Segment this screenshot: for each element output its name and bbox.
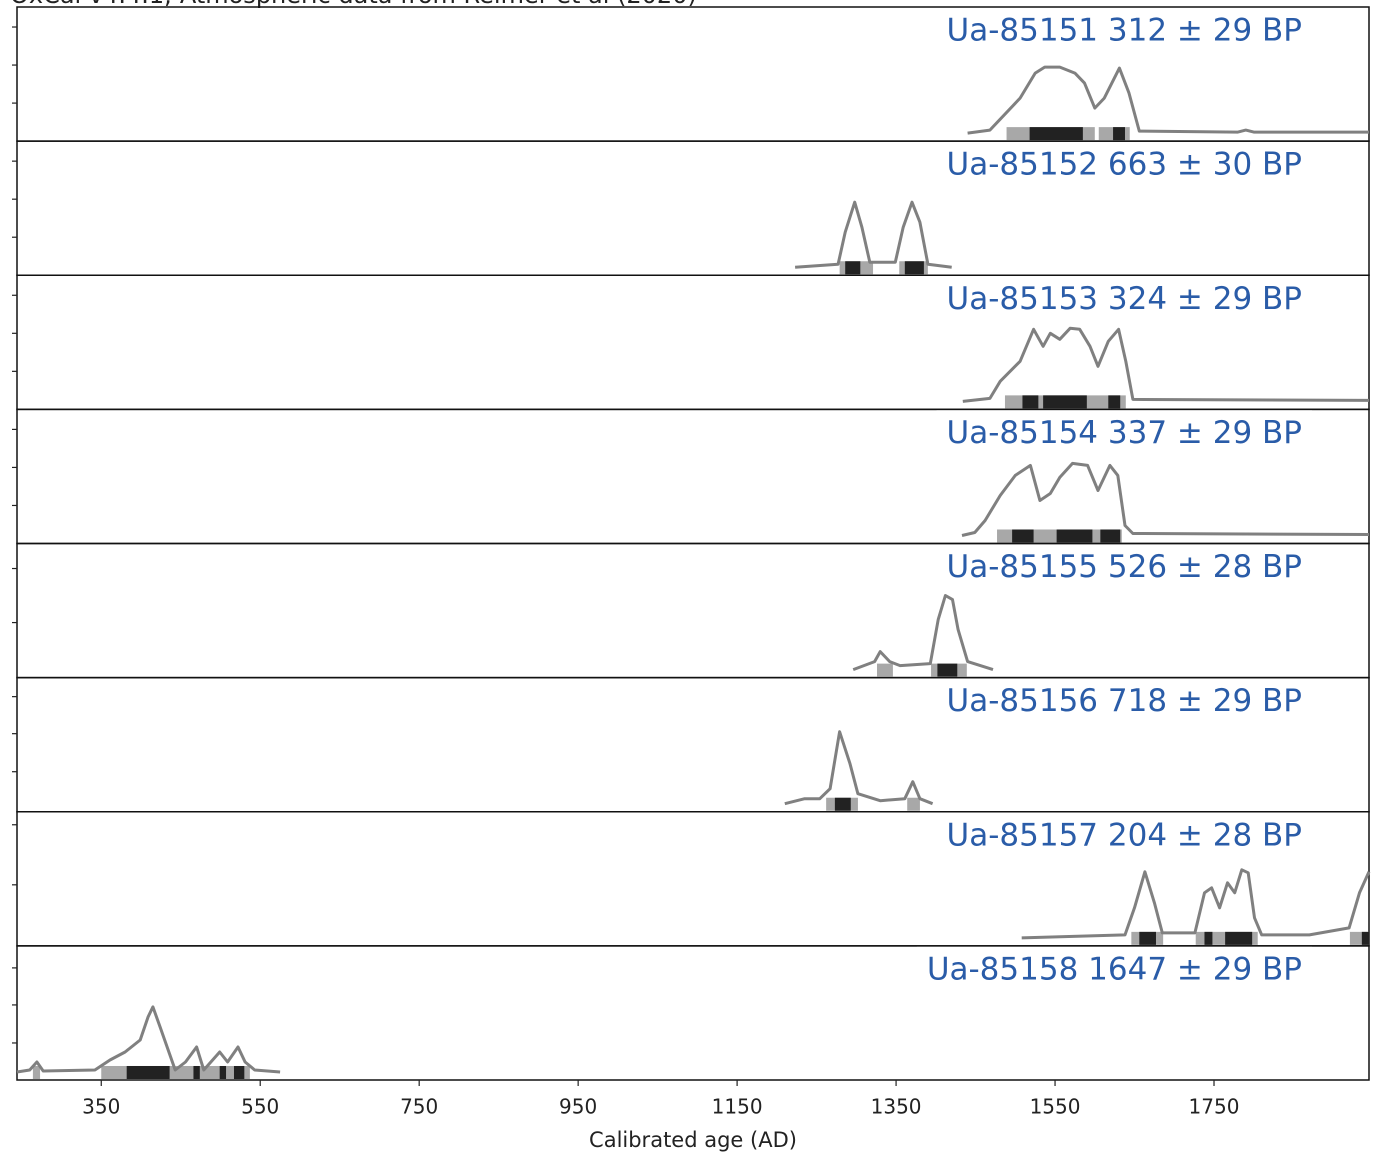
- panel-label: Ua-85156 718 ± 29 BP: [947, 683, 1302, 719]
- range-95: [32, 1065, 41, 1079]
- density-curve: [967, 65, 1369, 135]
- range-68: [1108, 395, 1121, 409]
- range-68: [1022, 395, 1039, 409]
- panel-label: Ua-85152 663 ± 30 BP: [947, 147, 1302, 183]
- range-68: [1139, 931, 1156, 945]
- density-curve: [961, 461, 1370, 537]
- range-68: [1204, 931, 1213, 945]
- density-curve: [784, 730, 934, 806]
- panel-frame: [16, 945, 1370, 1081]
- range-68: [1361, 931, 1369, 945]
- range-95: [907, 797, 920, 811]
- x-tick-label: 1750: [1189, 1095, 1240, 1119]
- range-68: [1225, 931, 1253, 945]
- label-background: [936, 8, 1312, 54]
- density-curve: [852, 594, 994, 672]
- range-68: [1056, 529, 1093, 543]
- range-68: [937, 663, 958, 677]
- x-tick-label: 350: [82, 1095, 120, 1119]
- label-background: [936, 276, 1312, 323]
- density-curve: [16, 1005, 281, 1074]
- label-background: [936, 812, 1312, 859]
- range-68: [219, 1065, 227, 1079]
- range-68: [126, 1065, 170, 1079]
- panel-label: Ua-85155 526 ± 28 BP: [947, 549, 1302, 585]
- range-68: [1100, 529, 1121, 543]
- range-68: [904, 261, 924, 275]
- x-tick-label: 550: [241, 1095, 279, 1119]
- caption-background: [0, 0, 745, 7]
- range-68: [1012, 529, 1034, 543]
- range-68: [1043, 395, 1087, 409]
- density-curve: [962, 326, 1370, 403]
- caption: OxCal v4.4.1; Atmospheric data from Reim…: [10, 0, 697, 9]
- x-tick-label: 750: [400, 1095, 438, 1119]
- x-tick-label: 1150: [712, 1095, 763, 1119]
- label-background: [916, 946, 1312, 993]
- density-curve: [1021, 868, 1371, 940]
- label-background: [936, 142, 1312, 189]
- label-background: [936, 678, 1312, 725]
- range-68: [193, 1065, 200, 1079]
- panel-label: Ua-85157 204 ± 28 BP: [947, 817, 1302, 853]
- panel-label: Ua-85151 312 ± 29 BP: [947, 13, 1302, 49]
- range-68: [1029, 127, 1083, 141]
- density-curve: [794, 200, 952, 269]
- range-68: [834, 797, 851, 811]
- x-tick-label: 950: [559, 1095, 597, 1119]
- panel-label: Ua-85153 324 ± 29 BP: [947, 281, 1302, 317]
- range-68: [233, 1065, 245, 1079]
- x-tick-label: 1350: [871, 1095, 922, 1119]
- panel-label: Ua-85154 337 ± 29 BP: [947, 415, 1302, 451]
- range-68: [1113, 127, 1125, 141]
- panel-label: Ua-85158 1647 ± 29 BP: [927, 951, 1302, 987]
- range-68: [845, 261, 861, 275]
- x-axis-label: Calibrated age (AD): [589, 1128, 797, 1152]
- label-background: [936, 410, 1312, 457]
- x-tick-label: 1550: [1030, 1095, 1081, 1119]
- range-95: [877, 663, 893, 677]
- label-background: [936, 544, 1312, 591]
